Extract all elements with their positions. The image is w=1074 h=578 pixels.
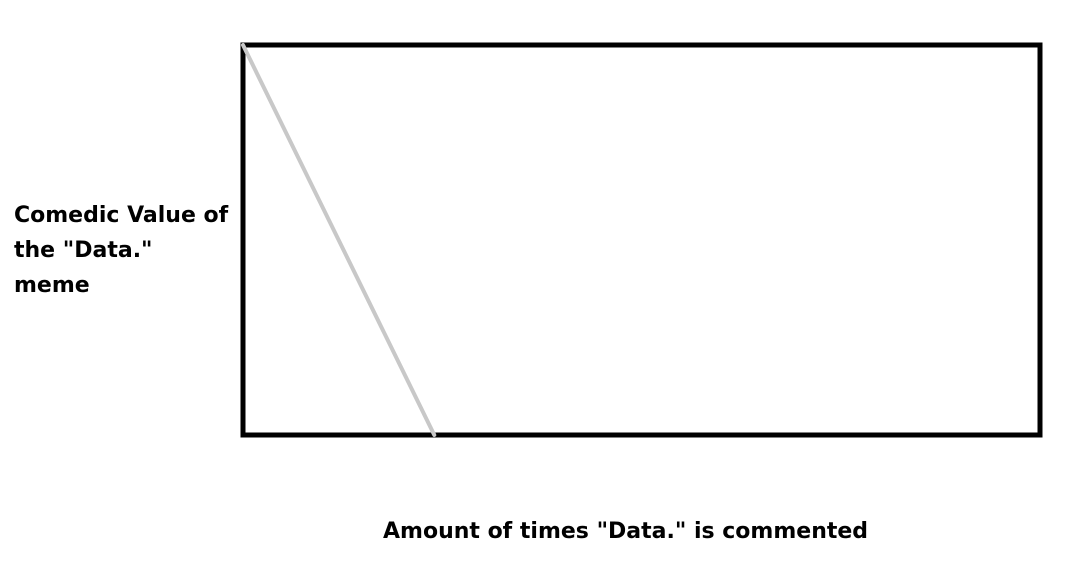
series-layer [241,43,437,437]
plot-frame [240,42,1043,438]
y-axis-label: Comedic Value of the "Data." meme [14,203,229,298]
x-axis-label: Amount of times "Data." is commented [383,519,869,544]
series-line-0 [241,43,437,437]
